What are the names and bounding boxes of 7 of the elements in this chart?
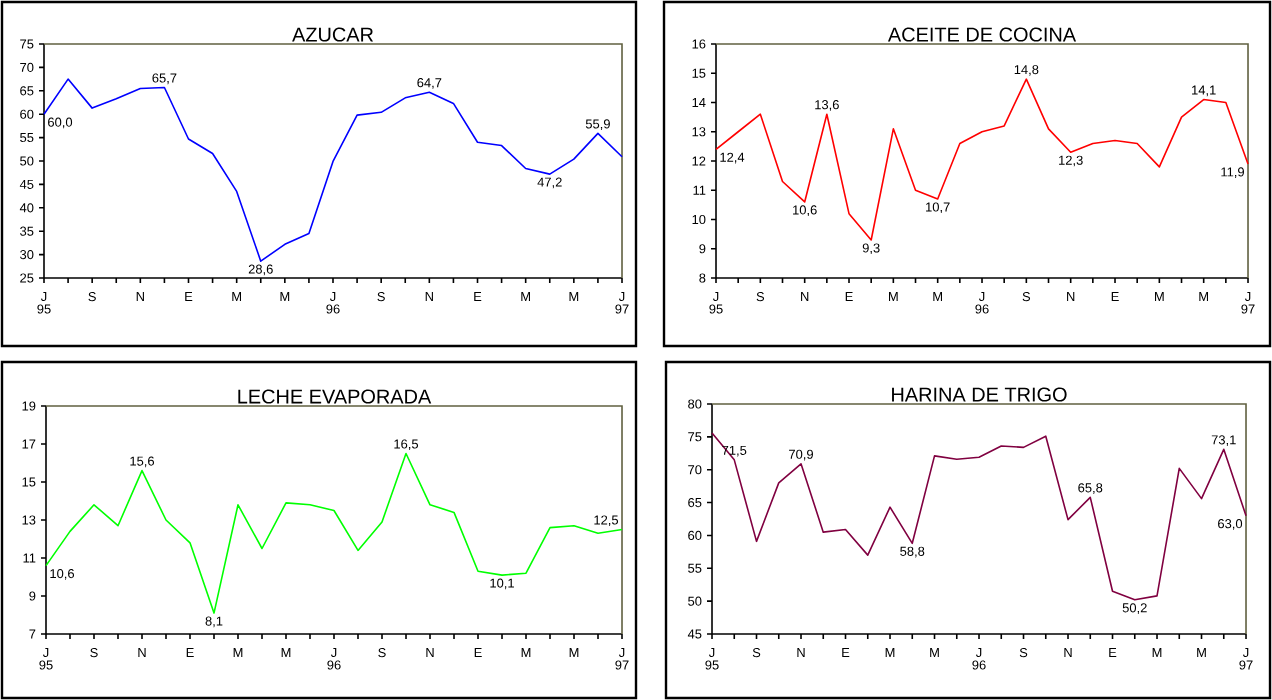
line-series [45, 452, 623, 614]
line-series [715, 78, 1249, 241]
chart-title: ACEITE DE COCINA [887, 27, 1077, 42]
chart-title: AZUCAR [292, 27, 374, 42]
chart-title: LECHE EVAPORADA [238, 389, 432, 404]
chart-title: HARINA DE TRIGO [892, 387, 1067, 402]
line-series [711, 432, 1247, 601]
